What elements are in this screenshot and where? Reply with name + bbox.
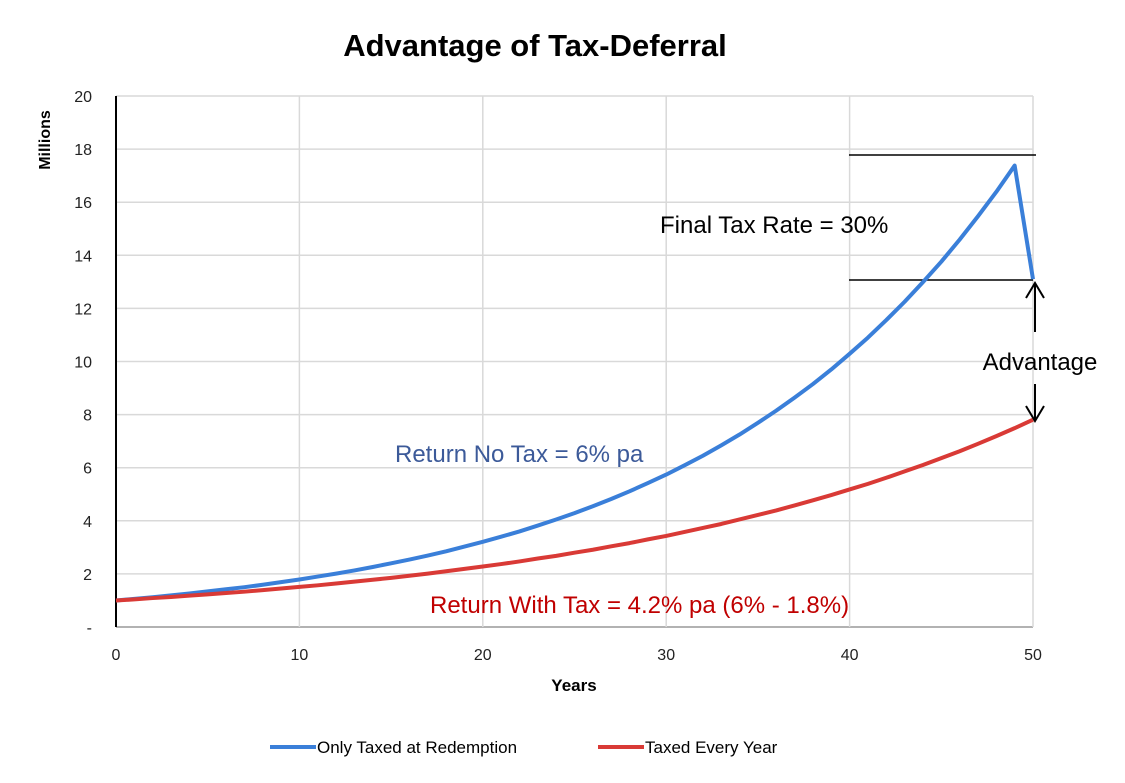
y-tick-label: - <box>87 620 92 637</box>
series-line-every-year <box>115 417 1034 603</box>
y-tick-label: 10 <box>74 355 92 372</box>
y-tick-label: 6 <box>83 461 92 478</box>
legend-label-every-year: Taxed Every Year <box>645 738 778 757</box>
x-axis-label: Years <box>551 676 596 695</box>
y-tick-label: 4 <box>83 514 92 531</box>
series-line-redemption <box>115 163 1035 603</box>
x-tick-label: 30 <box>657 647 675 664</box>
advantage-arrow <box>1025 281 1045 423</box>
y-tick-label: 18 <box>74 142 92 159</box>
legend: Only Taxed at Redemption Taxed Every Yea… <box>270 738 778 757</box>
x-axis-ticks: 0 10 20 30 40 50 <box>112 647 1042 664</box>
y-tick-label: 14 <box>74 248 92 265</box>
y-tick-label: 12 <box>74 301 92 318</box>
legend-label-redemption: Only Taxed at Redemption <box>317 738 517 757</box>
with-tax-annotation: Return With Tax = 4.2% pa (6% - 1.8%) <box>430 592 849 619</box>
x-tick-label: 20 <box>474 647 492 664</box>
y-tick-label: 20 <box>74 89 92 106</box>
y-axis-label: Millions <box>37 110 54 170</box>
advantage-annotation: Advantage <box>983 349 1098 376</box>
x-tick-label: 50 <box>1024 647 1042 664</box>
y-tick-label: 2 <box>83 567 92 584</box>
x-tick-label: 10 <box>291 647 309 664</box>
chart-title: Advantage of Tax-Deferral <box>343 28 727 63</box>
gridlines <box>116 95 1034 628</box>
final-tax-annotation: Final Tax Rate = 30% <box>660 212 888 239</box>
y-tick-label: 8 <box>83 408 92 425</box>
x-tick-label: 0 <box>112 647 121 664</box>
x-tick-label: 40 <box>841 647 859 664</box>
y-axis-ticks: - 2 4 6 8 10 12 14 16 18 20 <box>74 89 92 637</box>
y-tick-label: 16 <box>74 195 92 212</box>
no-tax-annotation: Return No Tax = 6% pa <box>395 441 644 468</box>
